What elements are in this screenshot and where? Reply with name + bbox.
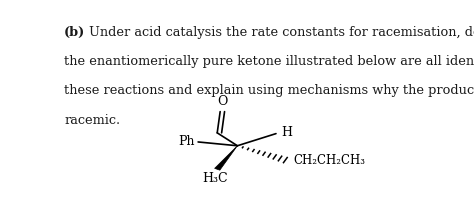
Text: H₃C: H₃C xyxy=(202,172,228,185)
Text: Ph: Ph xyxy=(179,136,195,149)
Text: O: O xyxy=(217,95,228,108)
Text: CH₂CH₂CH₃: CH₂CH₂CH₃ xyxy=(293,154,365,167)
Text: Under acid catalysis the rate constants for racemisation, deuteration and bromin: Under acid catalysis the rate constants … xyxy=(85,26,474,39)
Text: racemic.: racemic. xyxy=(64,114,120,127)
Polygon shape xyxy=(215,146,237,170)
Text: these reactions and explain using mechanisms why the products of all of these re: these reactions and explain using mechan… xyxy=(64,84,474,97)
Text: H: H xyxy=(282,126,292,139)
Text: the enantiomerically pure ketone illustrated below are all identical. Identify t: the enantiomerically pure ketone illustr… xyxy=(64,56,474,69)
Text: (b): (b) xyxy=(64,26,85,39)
